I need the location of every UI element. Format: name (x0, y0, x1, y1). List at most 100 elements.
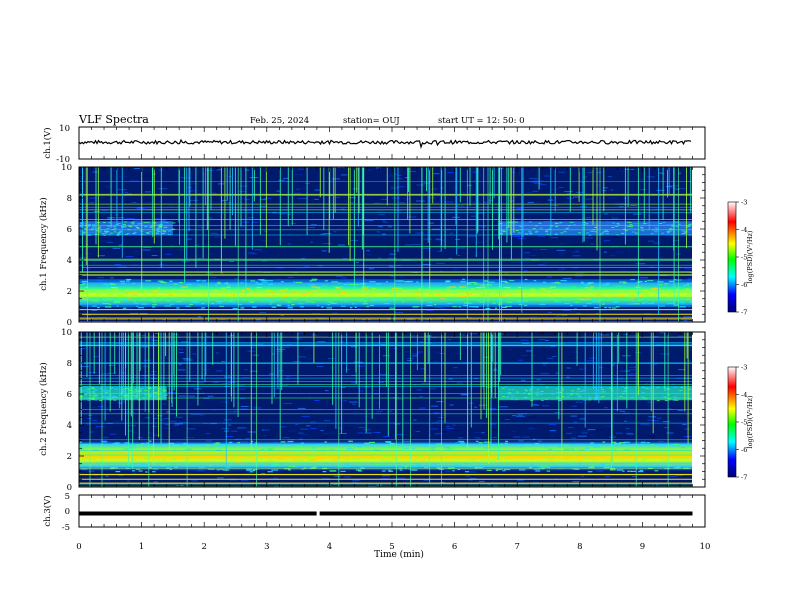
ch2-spectrogram-band-speckle (135, 468, 141, 470)
ch1-spectrogram-noise (479, 205, 489, 206)
ch1-spectrogram-band-speckle (169, 303, 174, 305)
ch1-spectrogram-upper-speckle (554, 233, 558, 235)
ch1-spectrogram-band-speckle (683, 284, 690, 286)
ch2-spectrogram-band-speckle (219, 457, 223, 459)
ch1-spectrogram-upper-speckle (641, 230, 645, 232)
ch1-spectrogram-band-speckle (560, 280, 567, 282)
colorbar-tick-label: -6 (741, 446, 747, 454)
ch1-spectrogram-noise (471, 201, 480, 203)
ch1-spectrogram-upper-speckle (119, 230, 123, 232)
ch1-spectrogram-band-speckle (117, 295, 125, 297)
ch2-spectrogram-noise (107, 372, 117, 374)
ch1-spectrogram-noise (125, 218, 135, 219)
ch2-spectrogram-band-speckle (507, 457, 511, 459)
ch1-spectrogram-noise (130, 202, 137, 203)
ch2-spectrogram-noise (236, 400, 244, 402)
ch2-spectrogram-band-speckle (381, 459, 387, 461)
ch2-spectrogram-noise (233, 410, 237, 412)
ch2-spectrogram-band-speckle (112, 443, 119, 445)
ch2-spectrogram-noise (433, 412, 440, 414)
ch2-spectrogram-noise (656, 359, 662, 361)
ch1-spectrogram-noise (366, 254, 372, 256)
ch2-spectrogram-band-speckle (215, 442, 220, 444)
ch2-spectrogram-upper-speckle (92, 396, 96, 398)
ch1-spectrogram-upper-speckle (82, 232, 85, 234)
ch1-spectrogram-noise (186, 238, 192, 240)
ch2-spectrogram-band-speckle (161, 456, 168, 458)
ch2-spectrogram-noise (693, 473, 697, 474)
ch2-spectrogram-noise (605, 476, 610, 477)
ch2-spectrogram-noise (150, 339, 159, 341)
ch2-spectrogram-band-speckle (546, 458, 551, 460)
ch1-spectrogram-band-speckle (314, 290, 318, 292)
ch1-spectrogram-noise (647, 240, 655, 242)
ch1-spectrogram-noise (660, 173, 665, 175)
ch2-spectrogram-band-speckle (260, 451, 264, 453)
ch1-spectrogram-upper-speckle (593, 231, 597, 233)
ch1-spectrogram-band-speckle (238, 303, 242, 305)
ch2-spectrogram-band-speckle (204, 460, 210, 462)
ch2-spectrogram-band-speckle (506, 455, 512, 458)
ch1-spectrogram-band-speckle (361, 287, 369, 289)
ch2-spectrogram-noise (117, 350, 126, 352)
ch1-spectrogram-upper-speckle (612, 222, 616, 224)
ch2-spectrogram-noise (255, 376, 259, 378)
ch2-spectrogram-band-speckle (294, 450, 298, 453)
ch2-spectrogram-noise (195, 427, 202, 428)
ch2-spectrogram-band-speckle (385, 450, 390, 452)
ch1-spectrogram-band-speckle (125, 278, 132, 281)
ch1-spectrogram-band-speckle (387, 299, 395, 301)
ch1-spectrogram-upper-speckle (159, 226, 162, 228)
ch1-spectrogram-noise (188, 228, 192, 230)
ch2-spectrogram-band-speckle (448, 460, 451, 462)
ch2-spectrogram-noise (204, 472, 212, 474)
ch2-spectrogram-band-speckle (278, 458, 286, 460)
ch2-spectrogram-noise (376, 426, 383, 428)
ch2-spectrogram-noise (621, 355, 631, 357)
ch1-spectrogram-band-speckle (331, 281, 338, 283)
ch2-spectrogram-upper-speckle (529, 390, 533, 392)
ch2-spectrogram-upper-speckle (641, 387, 645, 389)
ch2-spectrogram-band-speckle (419, 460, 425, 462)
ch2-spectrogram-band-speckle (666, 456, 672, 458)
ch1-spectrogram-noise (436, 240, 445, 242)
ch3-ytick-mid: 0 (65, 507, 70, 517)
ch1-spectrogram-band-speckle (657, 284, 663, 286)
ch1-spectrogram-noise (375, 167, 382, 169)
ch2-spectrogram-noise (617, 379, 627, 381)
ch1-spectrogram-upper-speckle (155, 229, 159, 231)
ch2-spectrogram-noise (202, 369, 211, 370)
ch1-spectrogram-noise (631, 199, 639, 200)
ch1-spectrogram-upper-speckle (162, 221, 166, 223)
ch1-spectrogram-band-speckle (203, 293, 207, 295)
ch2-spectrogram-band-speckle (490, 459, 496, 461)
ch2-spectrogram-noise (682, 423, 687, 425)
ch2-spectrogram-band-speckle (287, 441, 294, 443)
ch2-spectrogram-upper-speckle (523, 389, 527, 391)
ch2-spectrogram-noise (136, 335, 145, 336)
ch2-spectrogram-noise (338, 427, 343, 429)
ch2-spectrogram-upper-speckle (527, 393, 531, 395)
ch2-spectrogram-band-speckle (459, 442, 465, 444)
ch2-spectrogram-band-speckle (606, 461, 613, 463)
ch1-spectrogram-upper-speckle (555, 226, 559, 228)
ch1-spectrogram-band-speckle (494, 307, 498, 309)
ch2-spectrogram-noise (643, 353, 652, 355)
ch1-spectrogram-band-speckle (253, 296, 258, 298)
ch1-spectrogram-noise (200, 271, 209, 273)
ch1-spectrogram-noise (607, 176, 613, 178)
ch1-spectrogram-band-speckle (287, 301, 292, 303)
ch1-spectrogram-noise (653, 242, 660, 244)
ch2-spectrogram-noise (351, 403, 357, 405)
ch2-spectrogram-noise (575, 401, 583, 403)
ch1-spectrogram-noise (355, 262, 359, 264)
ch1-spectrogram-band-speckle (445, 280, 451, 282)
ch2-spectrogram-upper-speckle (588, 399, 592, 401)
ch2-spectrogram-upper-speckle (580, 390, 584, 392)
ch1-spectrogram-band-speckle (494, 293, 497, 295)
ch1-spectrogram-upper-speckle (554, 222, 558, 224)
ch1-spectrogram-band-speckle (345, 285, 348, 287)
ch2-spectrogram-upper-speckle (593, 387, 597, 389)
ch2-spectrogram-band-speckle (496, 455, 502, 458)
ch2-spectrogram-noise (536, 379, 542, 381)
